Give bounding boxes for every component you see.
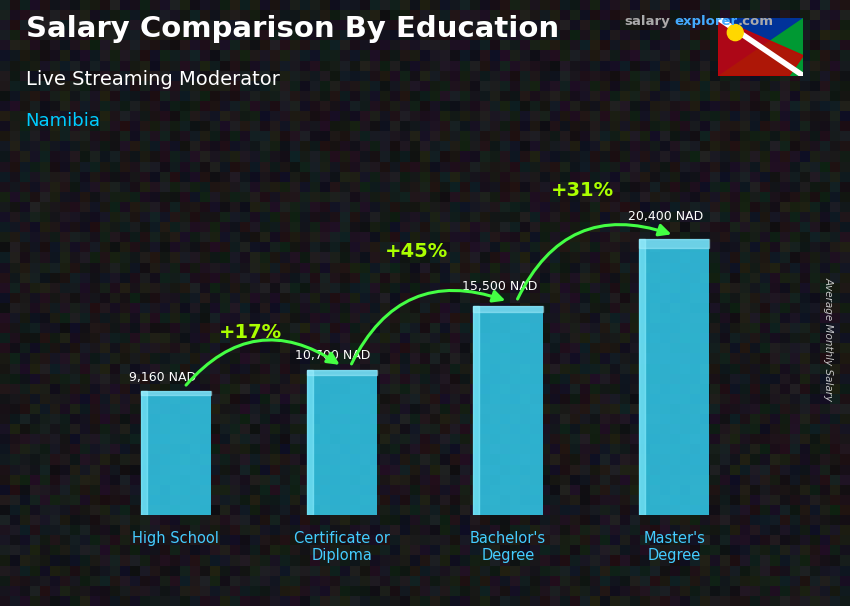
Bar xyxy=(473,305,543,515)
Bar xyxy=(307,370,377,375)
Bar xyxy=(141,391,211,515)
Text: .com: .com xyxy=(738,15,774,28)
Polygon shape xyxy=(718,18,803,76)
Circle shape xyxy=(728,24,743,41)
Text: 15,500 NAD: 15,500 NAD xyxy=(462,280,537,293)
Text: salary: salary xyxy=(625,15,671,28)
Text: +17%: +17% xyxy=(219,323,282,342)
Text: 10,700 NAD: 10,700 NAD xyxy=(296,349,371,362)
Polygon shape xyxy=(718,18,803,76)
Bar xyxy=(639,239,645,515)
Bar xyxy=(307,370,377,515)
Text: Salary Comparison By Education: Salary Comparison By Education xyxy=(26,15,558,43)
Text: Namibia: Namibia xyxy=(26,112,100,130)
Text: 9,160 NAD: 9,160 NAD xyxy=(129,371,196,384)
Text: +31%: +31% xyxy=(551,181,615,200)
Text: Average Monthly Salary: Average Monthly Salary xyxy=(824,278,834,401)
Bar xyxy=(639,239,709,248)
Text: explorer: explorer xyxy=(674,15,737,28)
Text: 20,400 NAD: 20,400 NAD xyxy=(627,210,703,223)
Bar xyxy=(639,239,709,515)
Bar xyxy=(473,305,479,515)
Text: Live Streaming Moderator: Live Streaming Moderator xyxy=(26,70,280,88)
Bar xyxy=(141,391,147,515)
Text: +45%: +45% xyxy=(385,242,448,261)
Bar xyxy=(307,370,313,515)
Polygon shape xyxy=(718,18,803,76)
Bar xyxy=(141,391,211,395)
Bar xyxy=(473,305,543,312)
